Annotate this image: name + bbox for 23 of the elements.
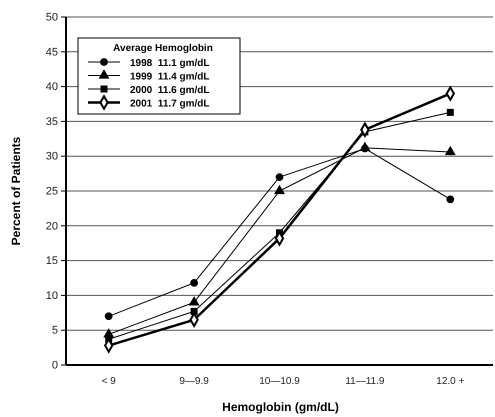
x-tick-label: < 9 bbox=[102, 376, 116, 388]
y-tick-label: 50 bbox=[46, 12, 58, 24]
x-tick-label: 11—11.9 bbox=[345, 376, 385, 388]
x-tick-label: 10—10.9 bbox=[259, 376, 300, 388]
y-tick-label: 15 bbox=[46, 255, 58, 268]
y-tick-label: 20 bbox=[46, 220, 58, 232]
x-axis-title: Hemoglobin (gm/dL) bbox=[222, 400, 339, 414]
legend-title: Average Hemoglobin bbox=[113, 43, 213, 54]
legend-label: 2001 11.7 gm/dL bbox=[130, 98, 210, 110]
legend-label: 1998 11.1 gm/dL bbox=[130, 58, 210, 69]
y-tick-label: 5 bbox=[52, 324, 58, 337]
y-tick-label: 10 bbox=[46, 290, 58, 302]
legend-label: 1999 11.4 gm/dL bbox=[130, 72, 210, 82]
y-axis-title: Percent of Patients bbox=[9, 136, 23, 246]
y-tick-label: 40 bbox=[46, 81, 58, 94]
legend-label: 2000 11.6 gm/dL bbox=[130, 85, 210, 96]
y-tick-label: 30 bbox=[46, 150, 58, 163]
y-tick-label: 25 bbox=[46, 186, 58, 198]
x-tick-label: 12.0 + bbox=[436, 376, 464, 388]
y-tick-label: 0 bbox=[52, 360, 58, 372]
y-tick-label: 45 bbox=[46, 46, 58, 58]
y-tick-label: 35 bbox=[46, 116, 58, 128]
x-tick-label: 9—9.9 bbox=[179, 376, 210, 388]
